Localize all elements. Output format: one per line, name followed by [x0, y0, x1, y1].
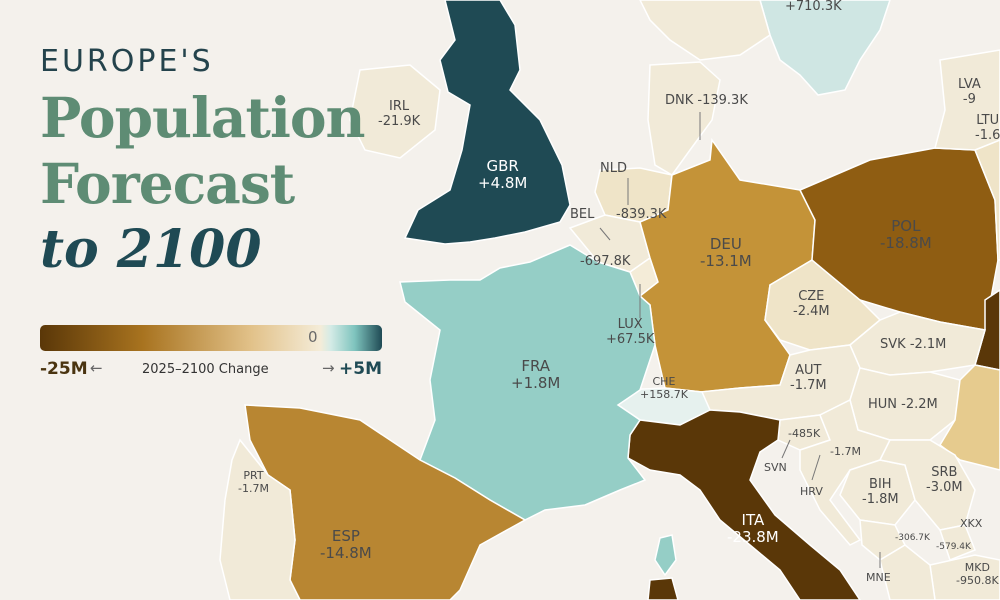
- country-hrv: [799, 398, 892, 546]
- label-bih: BIH -1.8M: [862, 477, 899, 507]
- country-gbr: [403, 0, 571, 245]
- country-dnk: [647, 61, 721, 176]
- title-line-3: to 2100: [40, 219, 262, 280]
- label-dnk: DNK -139.3K: [665, 93, 748, 108]
- leader-bel: [599, 227, 611, 241]
- label-xkx-code: XKX: [960, 517, 983, 530]
- label-bel-value: -697.8K: [580, 254, 631, 269]
- label-mkd: MKD -950.8K: [956, 561, 999, 587]
- arrow-right-icon: →: [322, 359, 335, 377]
- country-nor: [639, 0, 771, 61]
- arrow-left-icon: ←: [90, 359, 103, 377]
- color-legend: 0 -25M ← 2025–2100 Change → +5M: [40, 325, 382, 381]
- legend-zero-label: 0: [308, 328, 318, 346]
- country-xkx: [939, 524, 976, 561]
- country-alb: [879, 544, 936, 600]
- label-hrv-value: -1.7M: [830, 445, 861, 458]
- country-ita: [627, 409, 861, 600]
- title-line-2: Forecast: [40, 151, 295, 216]
- label-hun: HUN -2.2M: [868, 397, 938, 412]
- label-lva: LVA -9: [958, 77, 981, 107]
- label-pol: POL -18.8M: [880, 217, 932, 253]
- label-mne-value: -306.7K: [895, 533, 930, 543]
- legend-gradient-bar: 0: [40, 325, 382, 351]
- country-fra-corsica: [654, 534, 677, 577]
- label-ltu: LTU -1.6: [975, 113, 1000, 143]
- title-line-1: Population: [40, 85, 366, 150]
- label-gbr: GBR +4.8M: [478, 157, 528, 193]
- label-mne-code: MNE: [866, 571, 891, 584]
- label-srb: SRB -3.0M: [926, 465, 963, 495]
- country-rou: [939, 364, 1000, 471]
- country-prt: [219, 438, 301, 600]
- label-hrv-code: HRV: [800, 485, 823, 498]
- legend-caption: 2025–2100 Change: [142, 362, 269, 377]
- country-fra: [399, 244, 656, 521]
- label-svk: SVK -2.1M: [880, 337, 947, 352]
- label-ita: ITA -23.8M: [727, 511, 779, 547]
- country-ita-sardinia: [647, 577, 679, 600]
- leader-hrv: [811, 454, 821, 481]
- label-svn-value: -485K: [788, 427, 821, 440]
- label-bel-code: BEL: [570, 207, 595, 222]
- legend-max-label: +5M: [339, 359, 382, 379]
- label-irl: IRL -21.9K: [378, 99, 421, 129]
- label-che: CHE +158.7K: [640, 375, 688, 401]
- label-prt: PRT -1.7M: [238, 469, 269, 495]
- label-cze: CZE -2.4M: [793, 289, 830, 319]
- leader-svn: [781, 439, 791, 459]
- title-kicker: EUROPE'S: [40, 44, 214, 79]
- label-esp: ESP -14.8M: [320, 527, 372, 563]
- label-fra: FRA +1.8M: [511, 357, 561, 393]
- label-aut: AUT -1.7M: [790, 363, 827, 393]
- label-lux: LUX +67.5K: [606, 317, 655, 347]
- country-swe: [759, 0, 891, 96]
- label-deu: DEU -13.1M: [700, 235, 752, 271]
- label-xkx-value: -579.4K: [936, 542, 971, 552]
- country-irl: [349, 64, 441, 159]
- legend-min-label: -25M: [40, 359, 88, 379]
- label-nld-code: NLD: [600, 161, 627, 176]
- legend-scale-row: -25M ← 2025–2100 Change → +5M: [40, 359, 382, 381]
- label-swe: +710.3K: [785, 0, 842, 14]
- label-nld-value: -839.3K: [616, 207, 667, 222]
- title-block: EUROPE'S Population Forecast to 2100: [40, 44, 366, 283]
- country-ltu-lva: [934, 49, 1000, 151]
- label-svn-code: SVN: [764, 461, 787, 474]
